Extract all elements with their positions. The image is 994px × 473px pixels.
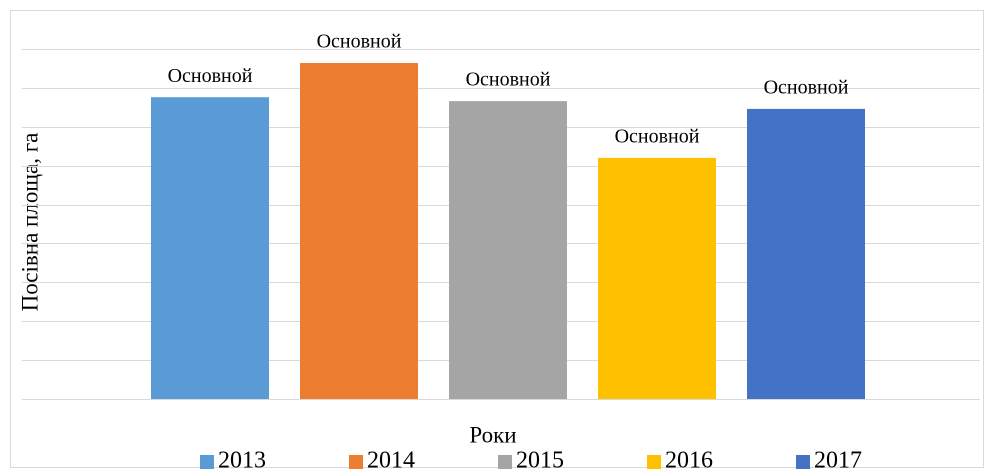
legend-label: 2015 xyxy=(516,448,564,473)
bar xyxy=(151,97,269,399)
x-axis-title: Роки xyxy=(469,422,516,447)
legend-swatch xyxy=(498,455,512,469)
bar xyxy=(300,63,418,399)
y-axis-title: Посівна площа, га xyxy=(17,133,42,312)
data-label: Основной xyxy=(615,125,700,147)
legend-swatch xyxy=(647,455,661,469)
data-label: Основной xyxy=(317,31,402,53)
legend-swatch xyxy=(200,455,214,469)
bar xyxy=(747,108,865,399)
legend-label: 2016 xyxy=(665,448,713,473)
data-label: Основной xyxy=(466,69,551,91)
legend-label: 2013 xyxy=(218,448,266,473)
legend-swatch xyxy=(796,455,810,469)
data-label: Основной xyxy=(764,76,849,98)
data-label: Основной xyxy=(168,65,253,87)
bar xyxy=(598,157,716,399)
legend-label: 2014 xyxy=(367,448,415,473)
legend-swatch xyxy=(349,455,363,469)
legend-label: 2017 xyxy=(814,448,862,473)
bar xyxy=(449,101,567,399)
